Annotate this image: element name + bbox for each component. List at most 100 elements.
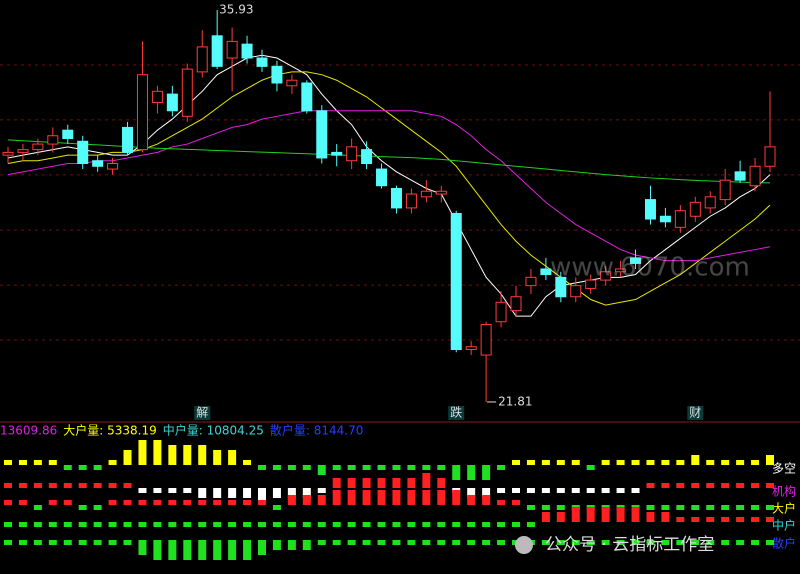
indicator-bar xyxy=(138,522,147,527)
indicator-bar xyxy=(317,540,326,545)
footer-icon xyxy=(515,536,533,554)
indicator-bar xyxy=(18,522,27,527)
indicator-bar xyxy=(736,505,745,510)
candle-body xyxy=(122,126,134,153)
indicator-bar xyxy=(138,540,147,555)
indicator-bar xyxy=(482,540,491,545)
indicator-bar xyxy=(48,522,57,527)
indicator-bar xyxy=(392,522,401,527)
indicator-bar xyxy=(601,507,610,522)
indicator-bar xyxy=(377,522,386,527)
indicator-bar xyxy=(302,495,311,505)
indicator-bar xyxy=(213,500,222,505)
indicator-bar xyxy=(108,522,117,527)
indicator-bar xyxy=(287,495,296,505)
indicator-bar xyxy=(437,490,446,505)
indicator-bar xyxy=(287,465,296,470)
indicator-bar xyxy=(751,483,760,488)
indicator-bar xyxy=(33,505,42,510)
indicator-bar xyxy=(541,505,550,510)
candle-body xyxy=(734,171,746,181)
indicator-bar xyxy=(482,522,491,527)
indicator-bar xyxy=(392,478,401,488)
indicator-label: 机构 xyxy=(772,484,796,499)
indicator-bar xyxy=(512,522,520,527)
indicator-bar xyxy=(258,465,266,470)
indicator-label: 大户 xyxy=(772,501,796,516)
indicator-bar xyxy=(347,465,356,470)
indicator-bar xyxy=(526,522,535,527)
indicator-bar xyxy=(766,517,774,522)
indicator-bar xyxy=(676,460,685,465)
indicator-bar xyxy=(601,460,610,465)
indicator-bar xyxy=(661,512,670,522)
indicator-bar xyxy=(183,488,192,493)
candle-body xyxy=(62,129,74,140)
indicator-bar xyxy=(631,507,640,522)
indicator-bar xyxy=(691,483,700,488)
candle-body xyxy=(495,301,507,323)
indicator-bar xyxy=(153,488,162,493)
indicator-bar xyxy=(601,488,610,493)
candle-body xyxy=(376,168,388,187)
indicator-bar xyxy=(377,465,386,470)
indicator-bar xyxy=(272,488,281,498)
indicator-bar xyxy=(213,522,222,527)
indicator-bar xyxy=(258,522,266,527)
candle-body xyxy=(659,215,671,223)
indicator-bar xyxy=(138,440,147,465)
indicator-bar xyxy=(153,540,162,560)
indicator-label: 多空 xyxy=(772,462,796,476)
indicator-bar xyxy=(571,488,580,493)
indicator-bar xyxy=(198,522,207,527)
indicator-bar xyxy=(392,490,401,505)
candle-body xyxy=(361,149,373,165)
indicator-bar xyxy=(243,488,252,498)
indicator-bar xyxy=(541,488,550,493)
indicator-bar xyxy=(108,500,117,505)
indicator-bar xyxy=(302,465,311,470)
indicator-bar xyxy=(706,483,715,488)
indicator-bar xyxy=(556,488,565,493)
indicator-bar xyxy=(123,522,132,527)
candle-body xyxy=(644,199,656,220)
candle-body xyxy=(704,196,716,209)
indicator-bar xyxy=(541,512,550,522)
indicator-bar xyxy=(228,522,237,527)
indicator-bar xyxy=(467,540,476,545)
x-tick-label: 财 xyxy=(689,406,701,420)
indicator-bar xyxy=(153,440,162,465)
indicator-bar xyxy=(302,488,311,498)
indicator-bar xyxy=(467,495,476,505)
indicator-bar xyxy=(258,488,266,503)
indicator-bar xyxy=(556,540,565,545)
indicator-bar xyxy=(213,540,222,560)
indicator-bar xyxy=(751,540,760,545)
indicator-bar xyxy=(691,455,700,465)
indicator-bar xyxy=(437,522,446,527)
candle-body xyxy=(689,201,701,217)
indicator-bar xyxy=(407,478,416,488)
indicator-bar xyxy=(347,490,356,505)
candle-body xyxy=(465,346,477,350)
indicator-bar xyxy=(497,465,506,470)
indicator-bar xyxy=(287,540,296,550)
indicator-bar xyxy=(556,505,565,510)
indicator-bar xyxy=(48,483,57,488)
indicator-bar xyxy=(332,522,341,527)
indicator-bar xyxy=(123,450,132,465)
indicator-bar xyxy=(586,507,595,522)
candle-body xyxy=(241,43,253,59)
indicator-bar xyxy=(571,540,580,545)
candle-body xyxy=(107,163,119,170)
indicator-bar xyxy=(512,488,520,493)
candle-body xyxy=(510,296,522,312)
indicator-bar xyxy=(108,483,117,488)
candle-body xyxy=(555,276,567,298)
indicator-bar xyxy=(736,540,745,545)
indicator-bar xyxy=(63,465,72,470)
indicator-bar xyxy=(198,445,207,465)
indicator-bar xyxy=(347,478,356,488)
indicator-bar xyxy=(422,473,431,488)
indicator-bar xyxy=(93,540,102,545)
